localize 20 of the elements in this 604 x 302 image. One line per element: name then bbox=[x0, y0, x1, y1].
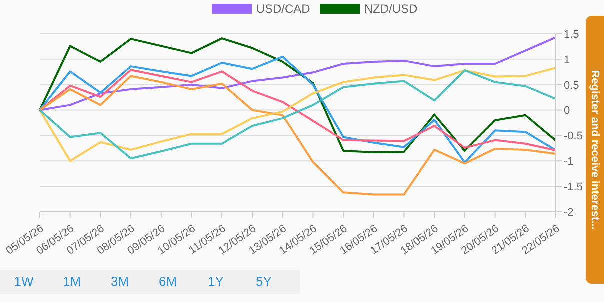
y-tick-label: 1.5 bbox=[564, 28, 580, 41]
y-tick-label: 1 bbox=[564, 54, 570, 66]
y-tick-label: -1 bbox=[564, 156, 574, 168]
text: 1W bbox=[13, 273, 35, 291]
legend-label: USD/CAD bbox=[256, 2, 310, 16]
line-series bbox=[39, 38, 557, 154]
y-tick-label: -0.5 bbox=[564, 130, 583, 143]
line-series bbox=[39, 36, 557, 112]
y-tick-label: 0 bbox=[564, 105, 570, 118]
text: 1M bbox=[62, 273, 82, 291]
y-tick-label: -2 bbox=[564, 206, 574, 219]
line-series bbox=[39, 75, 557, 196]
text: Register and receive interest... bbox=[589, 70, 602, 230]
legend-label: NZD/USD bbox=[364, 2, 418, 16]
text: 1Y bbox=[207, 273, 225, 291]
text: 3M bbox=[110, 273, 130, 291]
text: 6M bbox=[158, 273, 178, 291]
y-tick-label: 0.5 bbox=[564, 80, 580, 92]
y-tick-label: -1.5 bbox=[564, 181, 583, 194]
text: 5Y bbox=[255, 273, 273, 291]
